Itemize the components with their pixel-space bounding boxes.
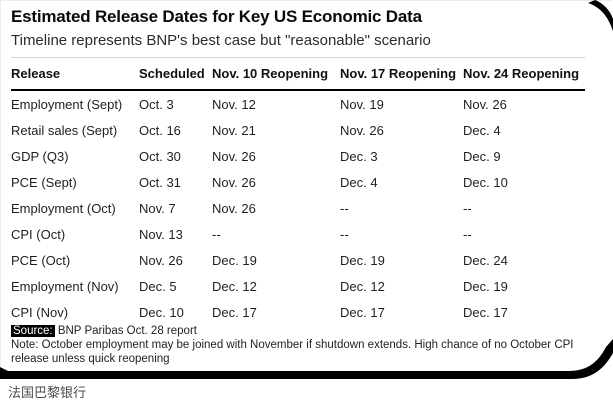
table-cell: Dec. 10 <box>139 304 184 320</box>
table-row: Retail sales (Sept) Oct. 16 Nov. 21 Nov.… <box>11 117 585 143</box>
table-cell: Dec. 4 <box>463 122 501 138</box>
col-header-release: Release <box>11 66 61 81</box>
table-cell: -- <box>212 226 221 242</box>
table-cell: Nov. 26 <box>212 200 256 216</box>
table-cell: Nov. 13 <box>139 226 183 242</box>
table-cell: Dec. 17 <box>463 304 508 320</box>
source-line: Source: BNP Paribas Oct. 28 report <box>11 324 607 338</box>
row-label: Employment (Sept) <box>11 96 123 112</box>
page-title: Estimated Release Dates for Key US Econo… <box>11 7 422 26</box>
economic-data-table-card: Estimated Release Dates for Key US Econo… <box>0 0 612 371</box>
table-cell: Dec. 5 <box>139 278 177 294</box>
table-row: Employment (Sept) Oct. 3 Nov. 12 Nov. 19… <box>11 91 585 117</box>
table-cell: Dec. 19 <box>463 278 508 294</box>
table-cell: Nov. 12 <box>212 96 256 112</box>
table-cell: Dec. 9 <box>463 148 501 164</box>
table-cell: -- <box>340 226 349 242</box>
table-header-row: Release Scheduled Nov. 10 Reopening Nov.… <box>11 57 585 91</box>
table-cell: Nov. 7 <box>139 200 176 216</box>
table-cell: Dec. 19 <box>340 252 385 268</box>
row-label: CPI (Nov) <box>11 304 69 320</box>
table-cell: Oct. 16 <box>139 122 181 138</box>
release-dates-table: Release Scheduled Nov. 10 Reopening Nov.… <box>11 57 585 325</box>
image-caption: 法国巴黎银行 <box>8 385 87 400</box>
col-header-nov24: Nov. 24 Reopening <box>463 66 580 81</box>
table-row: PCE (Sept) Oct. 31 Nov. 26 Dec. 4 Dec. 1… <box>11 169 585 195</box>
table-cell: Nov. 26 <box>340 122 384 138</box>
row-label: PCE (Oct) <box>11 252 71 268</box>
table-cell: Nov. 26 <box>212 174 256 190</box>
table-cell: Nov. 21 <box>212 122 256 138</box>
row-label: GDP (Q3) <box>11 148 69 164</box>
table-cell: Dec. 10 <box>463 174 508 190</box>
table-footnotes: Source: BNP Paribas Oct. 28 report Note:… <box>11 324 607 366</box>
table-cell: Dec. 17 <box>340 304 385 320</box>
table-cell: Dec. 17 <box>212 304 257 320</box>
row-label: Retail sales (Sept) <box>11 122 118 138</box>
table-cell: -- <box>463 226 472 242</box>
table-cell: Nov. 26 <box>463 96 507 112</box>
col-header-nov17: Nov. 17 Reopening <box>340 66 457 81</box>
table-cell: Dec. 19 <box>212 252 257 268</box>
table-cell: Nov. 19 <box>340 96 384 112</box>
row-label: CPI (Oct) <box>11 226 66 242</box>
table-cell: Dec. 4 <box>340 174 378 190</box>
table-row: Employment (Nov) Dec. 5 Dec. 12 Dec. 12 … <box>11 273 585 299</box>
table-cell: -- <box>463 200 472 216</box>
table-cell: Dec. 12 <box>340 278 385 294</box>
table-cell: Dec. 24 <box>463 252 508 268</box>
table-cell: Oct. 3 <box>139 96 174 112</box>
row-label: Employment (Nov) <box>11 278 119 294</box>
note-text: Note: October employment may be joined w… <box>11 339 574 365</box>
source-label-highlight: Source: <box>11 325 55 337</box>
table-cell: Dec. 3 <box>340 148 378 164</box>
table-row: CPI (Oct) Nov. 13 -- -- -- <box>11 221 585 247</box>
table-row: PCE (Oct) Nov. 26 Dec. 19 Dec. 19 Dec. 2… <box>11 247 585 273</box>
table-row: CPI (Nov) Dec. 10 Dec. 17 Dec. 17 Dec. 1… <box>11 299 585 325</box>
col-header-scheduled: Scheduled <box>139 66 205 81</box>
table-cell: -- <box>340 200 349 216</box>
table-row: Employment (Oct) Nov. 7 Nov. 26 -- -- <box>11 195 585 221</box>
col-header-nov10: Nov. 10 Reopening <box>212 66 329 81</box>
subtitle: Timeline represents BNP's best case but … <box>11 32 431 49</box>
table-cell: Oct. 31 <box>139 174 181 190</box>
table-cell: Nov. 26 <box>139 252 183 268</box>
source-text: BNP Paribas Oct. 28 report <box>54 325 197 337</box>
table-cell: Oct. 30 <box>139 148 181 164</box>
table-row: GDP (Q3) Oct. 30 Nov. 26 Dec. 3 Dec. 9 <box>11 143 585 169</box>
table-cell: Nov. 26 <box>212 148 256 164</box>
table-cell: Dec. 12 <box>212 278 257 294</box>
row-label: Employment (Oct) <box>11 200 116 216</box>
row-label: PCE (Sept) <box>11 174 77 190</box>
